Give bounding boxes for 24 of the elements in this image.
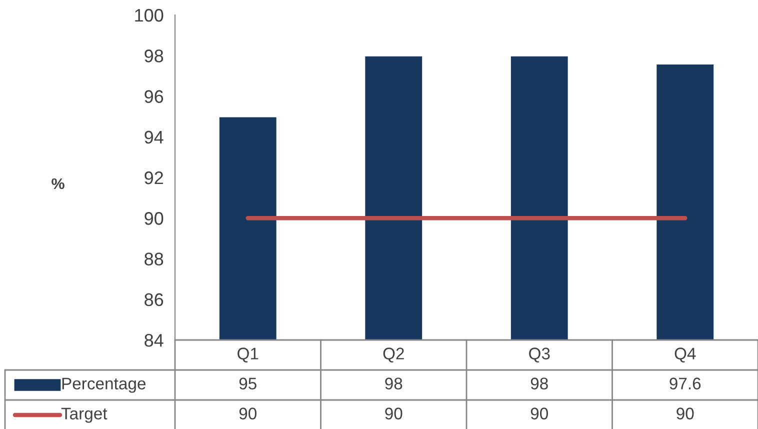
data-label: 90	[239, 408, 256, 420]
data-label: 90	[676, 408, 694, 420]
y-tick-label: 84	[144, 334, 164, 347]
y-tick-label: 94	[144, 130, 164, 144]
x-tick-label: Q1	[238, 348, 258, 362]
data-label: 98	[385, 378, 402, 390]
x-tick-label: Q2	[383, 348, 404, 362]
y-tick-label: 96	[144, 90, 164, 103]
legend-label: Target	[61, 408, 108, 423]
data-label: 97.6	[670, 378, 701, 390]
y-tick-label: 100	[135, 8, 164, 22]
x-tick-label: Q3	[529, 348, 550, 362]
y-tick-label: 90	[144, 212, 164, 225]
data-label: 98	[530, 378, 548, 390]
y-tick-label: 92	[144, 171, 163, 184]
y-tick-label: 98	[144, 50, 164, 62]
y-axis-title: %	[52, 178, 64, 190]
x-tick-label: Q4	[674, 348, 696, 362]
data-label: 90	[530, 408, 548, 420]
y-tick-label: 86	[144, 293, 164, 306]
data-label: 95	[239, 378, 256, 390]
legend-label: Percentage	[62, 378, 146, 393]
y-tick-label: 88	[144, 252, 164, 266]
data-label: 90	[385, 408, 402, 420]
